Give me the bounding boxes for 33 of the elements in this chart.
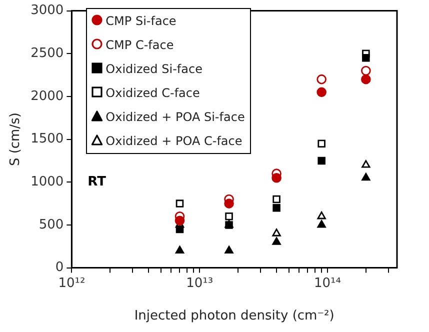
point — [317, 212, 326, 220]
y-tick-label: 3000 — [30, 3, 64, 18]
legend-label: Oxidized Si-face — [106, 62, 202, 76]
y-axis-title: S (cm/s) — [8, 112, 24, 166]
legend-label: Oxidized + POA C-face — [106, 134, 242, 148]
point — [318, 140, 326, 148]
point — [272, 228, 281, 236]
point — [318, 156, 326, 165]
y-tick-label: 500 — [38, 217, 64, 232]
x-axis-title: Injected photon density (cm⁻²) — [134, 308, 334, 324]
y-tick-label: 0 — [55, 260, 64, 276]
point — [224, 246, 234, 254]
point — [225, 212, 233, 220]
point — [317, 220, 326, 228]
x-tick-label: 10¹² — [58, 276, 86, 291]
point — [272, 204, 280, 212]
point — [316, 74, 326, 84]
annotation: RT — [88, 174, 106, 190]
legend-label: CMP C-face — [106, 38, 174, 52]
x-tick-label: 10¹³ — [186, 276, 214, 291]
legend-label: Oxidized + POA Si-face — [106, 110, 245, 124]
point — [272, 172, 282, 183]
point — [224, 198, 234, 208]
y-tick-label: 2000 — [30, 88, 64, 104]
point — [272, 237, 281, 245]
y-tick-label: 1000 — [30, 174, 64, 190]
point — [272, 195, 280, 204]
legend-label: Oxidized C-face — [106, 86, 200, 100]
legend-label: CMP Si-face — [106, 14, 176, 28]
x-tick-label: 10¹⁴ — [314, 276, 341, 291]
y-tick-label: 1500 — [30, 132, 64, 147]
y-tick-label: 2500 — [30, 46, 64, 62]
point — [316, 87, 326, 98]
